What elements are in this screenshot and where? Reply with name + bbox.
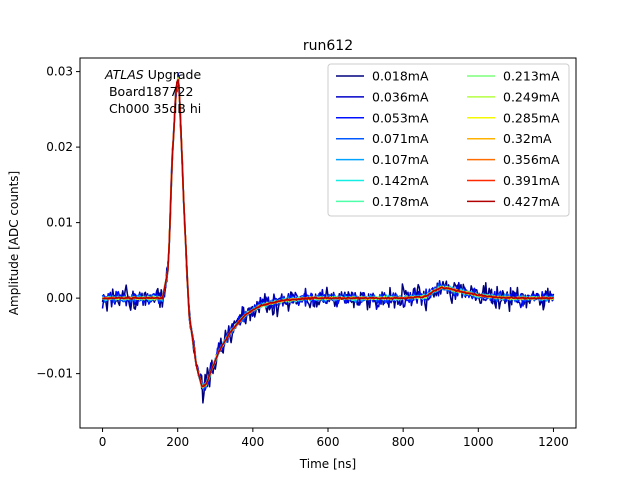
legend-entry-label: 0.356mA <box>503 152 560 167</box>
upgrade-label: Upgrade <box>144 67 202 82</box>
x-tick-label: 0 <box>99 435 107 449</box>
chart-title: run612 <box>303 38 353 54</box>
atlas-annotation: ATLAS Upgrade Board187722 Ch000 35dB hi <box>104 67 201 116</box>
legend-entry-label: 0.018mA <box>372 69 429 84</box>
y-axis-ticks: −0.01 0.00 0.01 0.02 0.03 <box>36 65 80 381</box>
legend-entry-label: 0.32mA <box>503 131 552 146</box>
legend-entry-label: 0.427mA <box>503 194 560 209</box>
legend-entry-label: 0.142mA <box>372 173 429 188</box>
x-tick-label: 400 <box>241 435 264 449</box>
y-tick-label: 0.00 <box>46 291 73 305</box>
atlas-label: ATLAS <box>104 67 144 82</box>
series-layer <box>101 72 555 404</box>
x-tick-label: 1200 <box>538 435 569 449</box>
svg-text:ATLAS Upgrade: ATLAS Upgrade <box>104 67 201 82</box>
x-tick-label: 200 <box>166 435 189 449</box>
y-tick-label: 0.01 <box>46 216 73 230</box>
series-line <box>102 79 554 388</box>
channel-label: Ch000 35dB hi <box>105 101 201 116</box>
x-tick-label: 800 <box>392 435 415 449</box>
legend-entry-label: 0.071mA <box>372 131 429 146</box>
legend-entry-label: 0.213mA <box>503 69 560 84</box>
legend: 0.018mA 0.036mA 0.053mA 0.071mA 0.107mA 0.142… <box>327 63 570 217</box>
legend-entry-label: 0.107mA <box>372 152 429 167</box>
y-tick-label: 0.02 <box>46 140 73 154</box>
x-tick-label: 600 <box>317 435 340 449</box>
legend-entry-label: 0.285mA <box>503 110 560 125</box>
y-tick-label: −0.01 <box>36 367 73 381</box>
board-label: Board187722 <box>105 84 193 99</box>
x-axis-ticks: 0 200 400 600 800 1000 1200 <box>99 428 569 449</box>
legend-entry-label: 0.249mA <box>503 89 560 104</box>
y-axis-label: Amplitude [ADC counts] <box>7 171 21 315</box>
legend-box <box>327 63 570 217</box>
y-tick-label: 0.03 <box>46 65 73 79</box>
legend-entry-label: 0.391mA <box>503 173 560 188</box>
x-axis-label: Time [ns] <box>299 457 356 471</box>
x-tick-label: 1000 <box>463 435 494 449</box>
legend-entry-label: 0.053mA <box>372 110 429 125</box>
legend-entry-label: 0.036mA <box>372 89 429 104</box>
legend-entry-label: 0.178mA <box>372 194 429 209</box>
